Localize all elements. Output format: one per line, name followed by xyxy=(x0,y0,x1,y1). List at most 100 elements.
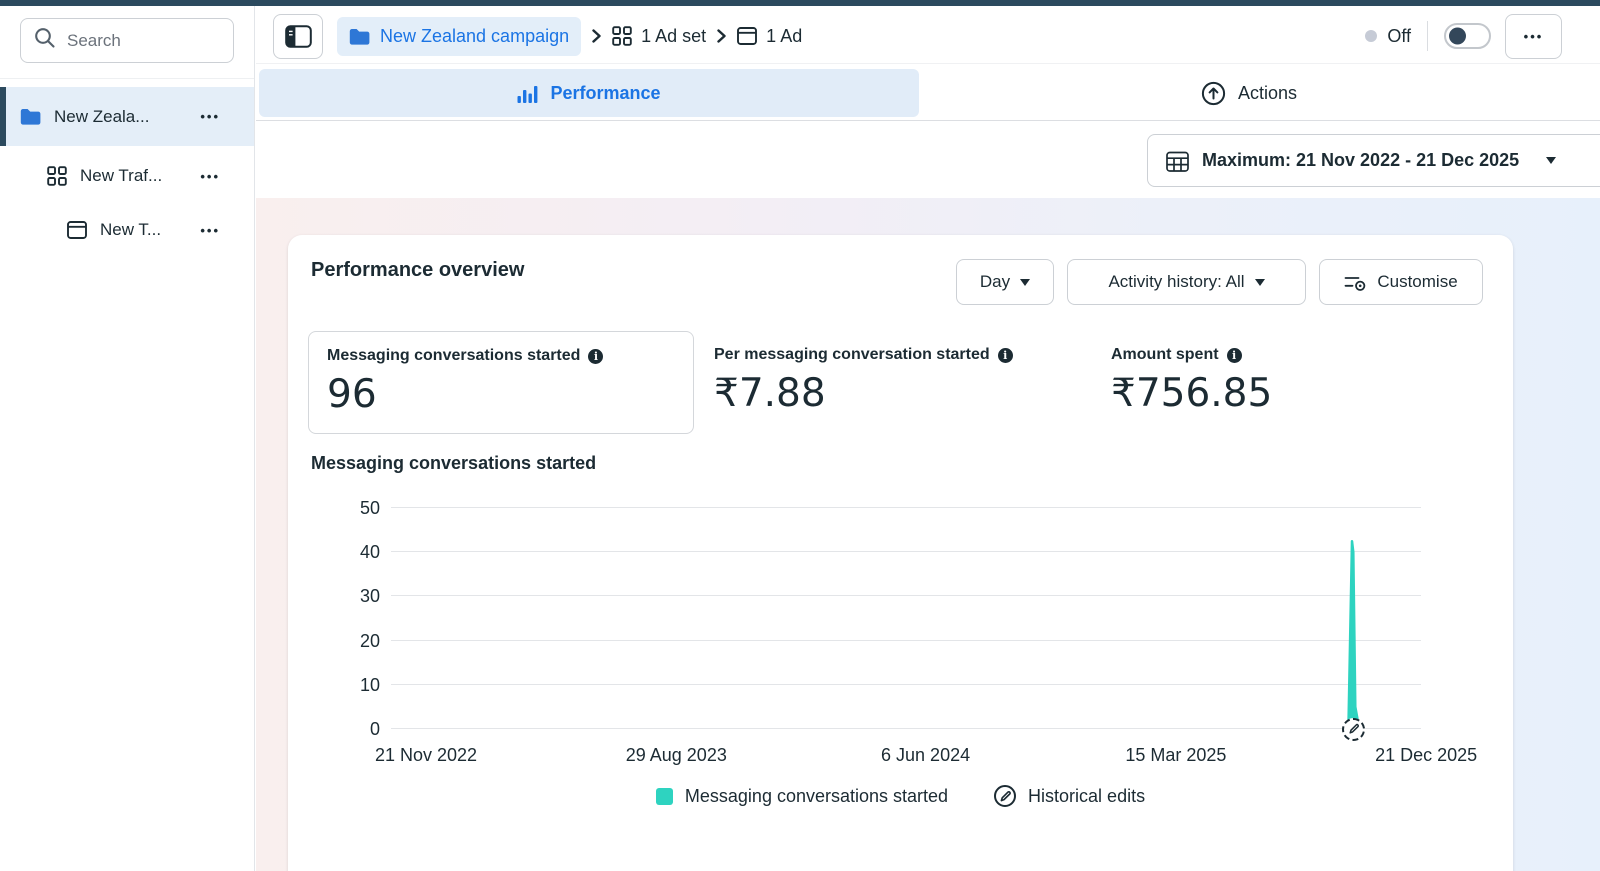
main-panel: New Zealand campaign 1 Ad set 1 Ad xyxy=(256,6,1600,871)
metric-value: 96 xyxy=(327,372,377,417)
metric-card-conversations[interactable]: Messaging conversations started i 96 xyxy=(308,331,694,434)
metric-amount-spent[interactable]: Amount spent i ₹756.85 xyxy=(1111,331,1272,431)
campaign-status-toggle[interactable] xyxy=(1444,23,1491,49)
metric-label: Messaging conversations started xyxy=(327,347,581,364)
y-axis-tick-label: 40 xyxy=(359,542,380,563)
breadcrumb-label: 1 Ad xyxy=(766,25,803,46)
legend-label: Historical edits xyxy=(1028,785,1146,806)
metric-per-conversation[interactable]: Per messaging conversation started i ₹7.… xyxy=(714,331,1013,431)
metric-label: Amount spent xyxy=(1111,346,1219,363)
search-input[interactable] xyxy=(67,30,220,51)
collapse-sidebar-button[interactable] xyxy=(273,13,323,59)
performance-overview-card: Performance overview Day Activity histor… xyxy=(288,235,1513,871)
x-axis-tick-label: 29 Aug 2023 xyxy=(625,745,727,765)
sidebar-item-label: New Traf... xyxy=(80,166,163,185)
more-options-icon: ••• xyxy=(1523,28,1544,44)
chevron-down-icon xyxy=(1020,278,1031,286)
tab-performance[interactable]: Performance xyxy=(259,69,919,117)
chart-plot-area xyxy=(391,507,1421,731)
gridline xyxy=(391,551,1421,553)
chevron-right-icon xyxy=(592,29,601,43)
folder-icon xyxy=(349,28,370,45)
sidebar-item-label: New Zeala... xyxy=(54,106,150,126)
vertical-divider xyxy=(1427,21,1428,51)
calendar-icon xyxy=(1166,150,1189,172)
gridline xyxy=(391,639,1421,641)
date-range-row: Maximum: 21 Nov 2022 - 21 Dec 2025 xyxy=(256,121,1600,199)
chevron-down-icon xyxy=(1254,278,1265,286)
more-options-icon[interactable]: ••• xyxy=(200,109,220,124)
activity-history-label: Activity history: All xyxy=(1108,272,1245,291)
campaign-tree-sidebar: New Zeala... ••• New Traf... ••• New T..… xyxy=(0,6,255,871)
gridline xyxy=(391,683,1421,685)
breadcrumb-campaign[interactable]: New Zealand campaign xyxy=(337,16,582,56)
historical-edits-pen-icon xyxy=(994,785,1017,807)
gridline xyxy=(391,728,1421,729)
x-axis-tick-label: 21 Nov 2022 xyxy=(374,745,478,765)
y-axis-tick-label: 20 xyxy=(359,630,380,651)
day-filter-label: Day xyxy=(979,272,1011,291)
search-icon xyxy=(34,27,56,54)
folder-icon xyxy=(20,108,41,125)
chart-legend: Messaging conversations started Historic… xyxy=(288,785,1513,807)
metric-value: ₹756.85 xyxy=(1111,371,1273,416)
selected-indicator xyxy=(0,87,6,146)
teal-swatch-icon xyxy=(655,787,673,805)
day-filter-dropdown[interactable]: Day xyxy=(956,259,1054,305)
y-axis-tick-label: 50 xyxy=(359,498,380,518)
x-axis-tick-label: 6 Jun 2024 xyxy=(881,745,971,765)
ad-set-icon xyxy=(47,166,67,186)
actions-button[interactable]: Actions xyxy=(1201,69,1297,117)
date-range-label: Maximum: 21 Nov 2022 - 21 Dec 2025 xyxy=(1202,150,1520,170)
customise-label: Customise xyxy=(1377,272,1458,291)
search-box[interactable] xyxy=(20,18,234,63)
breadcrumb-label: 1 Ad set xyxy=(641,25,707,46)
y-axis-tick-label: 30 xyxy=(359,586,380,607)
x-axis-tick-label: 15 Mar 2025 xyxy=(1125,745,1227,765)
content-area: Performance overview Day Activity histor… xyxy=(256,198,1600,871)
activity-history-dropdown[interactable]: Activity history: All xyxy=(1067,259,1306,305)
y-axis-tick-label: 10 xyxy=(359,674,380,695)
sidebar-panel-icon xyxy=(284,24,312,48)
sidebar-item-campaign[interactable]: New Zeala... ••• xyxy=(0,87,254,146)
info-icon[interactable]: i xyxy=(1226,347,1242,363)
status-dot-icon xyxy=(1365,30,1378,42)
more-options-icon[interactable]: ••• xyxy=(200,222,220,238)
tabs-row: Performance Actions xyxy=(256,63,1600,121)
sidebar-search-section xyxy=(0,6,254,79)
legend-label: Messaging conversations started xyxy=(684,785,949,806)
header-row: New Zealand campaign 1 Ad set 1 Ad xyxy=(256,6,1600,63)
more-options-icon[interactable]: ••• xyxy=(200,168,220,184)
header-right-cluster: Off ••• xyxy=(1365,13,1562,59)
ad-icon xyxy=(67,221,87,239)
ad-set-icon xyxy=(612,26,632,46)
status-label: Off xyxy=(1387,25,1411,46)
ad-icon xyxy=(737,27,758,45)
more-menu-button[interactable]: ••• xyxy=(1505,13,1562,59)
breadcrumb-ad[interactable]: 1 Ad xyxy=(737,26,802,47)
metric-value: ₹7.88 xyxy=(714,371,826,416)
chart-title: Messaging conversations started xyxy=(311,453,597,473)
series-spike xyxy=(1347,539,1361,731)
customise-button[interactable]: Customise xyxy=(1319,259,1483,305)
legend-item-series[interactable]: Messaging conversations started xyxy=(655,785,949,807)
chevron-down-icon xyxy=(1546,157,1557,164)
pen-icon xyxy=(1348,723,1359,734)
chart-x-axis: 21 Nov 2022 29 Aug 2023 6 Jun 2024 15 Mar 2… xyxy=(375,743,1477,767)
gridline xyxy=(391,595,1421,597)
sidebar-item-ad[interactable]: New T... ••• xyxy=(0,204,254,256)
breadcrumb-ad-set[interactable]: 1 Ad set xyxy=(612,26,706,47)
info-icon[interactable]: i xyxy=(997,347,1013,363)
date-range-selector[interactable]: Maximum: 21 Nov 2022 - 21 Dec 2025 xyxy=(1147,134,1600,187)
card-title: Performance overview xyxy=(311,259,525,281)
legend-item-historical-edits[interactable]: Historical edits xyxy=(994,785,1145,807)
sidebar-item-ad-set[interactable]: New Traf... ••• xyxy=(0,148,254,204)
tab-label: Performance xyxy=(550,82,661,103)
share-up-arrow-icon xyxy=(1201,81,1226,106)
x-axis-tick-label: 21 Dec 2025 xyxy=(1375,745,1478,765)
historical-edit-marker[interactable] xyxy=(1342,717,1366,741)
toggle-knob xyxy=(1449,27,1466,45)
customise-sliders-icon xyxy=(1344,273,1367,292)
info-icon[interactable]: i xyxy=(588,348,604,364)
